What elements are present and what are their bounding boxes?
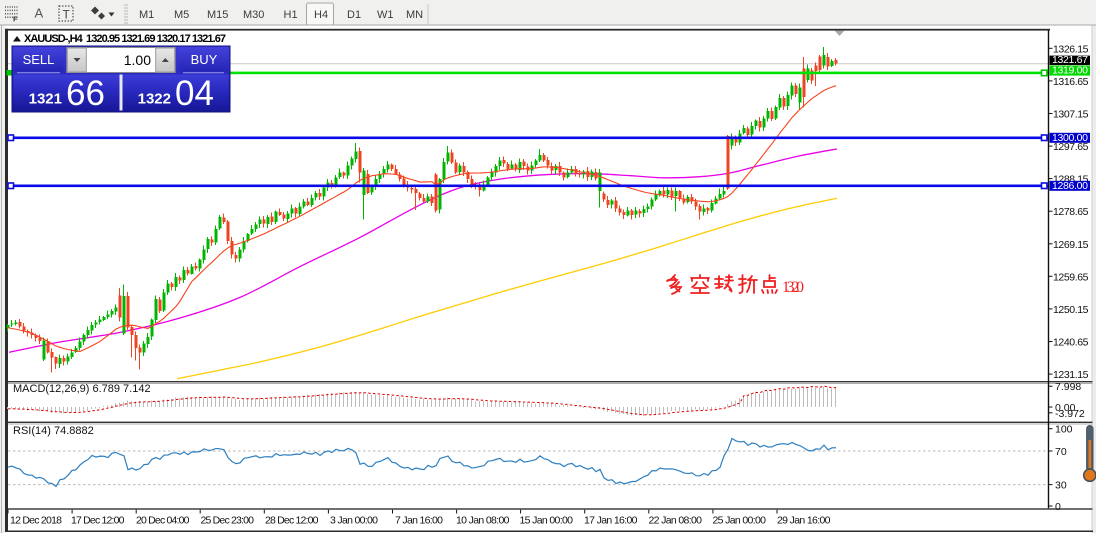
svg-text:-3.972: -3.972 — [1055, 408, 1085, 420]
svg-text:M15: M15 — [207, 9, 228, 21]
svg-text:1320: 1320 — [782, 279, 804, 296]
svg-text:1.00: 1.00 — [124, 52, 151, 68]
svg-text:0: 0 — [1055, 501, 1061, 513]
svg-text:1300.00: 1300.00 — [1052, 132, 1088, 144]
svg-text:XAUUSD-,H4 1320.95 1321.69 13: XAUUSD-,H4 1320.95 1321.69 1320.17 1321.… — [24, 33, 226, 45]
svg-text:1307.15: 1307.15 — [1053, 109, 1089, 121]
svg-text:04: 04 — [175, 74, 214, 113]
svg-text:H4: H4 — [314, 9, 328, 21]
svg-text:70: 70 — [1055, 446, 1067, 458]
svg-text:20 Dec 04:00: 20 Dec 04:00 — [136, 515, 190, 527]
svg-text:25 Jan 00:00: 25 Jan 00:00 — [713, 515, 767, 527]
svg-text:T: T — [63, 8, 71, 22]
svg-text:SELL: SELL — [23, 52, 55, 67]
svg-text:29 Jan 16:00: 29 Jan 16:00 — [777, 515, 831, 527]
svg-text:3 Jan 00:00: 3 Jan 00:00 — [330, 515, 378, 527]
svg-text:100: 100 — [1055, 424, 1073, 436]
svg-text:12 Dec 2018: 12 Dec 2018 — [10, 515, 62, 527]
svg-text:W1: W1 — [377, 9, 394, 21]
svg-text:1278.65: 1278.65 — [1053, 206, 1089, 218]
svg-text:H1: H1 — [284, 9, 298, 21]
svg-text:10 Jan 08:00: 10 Jan 08:00 — [456, 515, 510, 527]
svg-text:1250.15: 1250.15 — [1053, 304, 1089, 316]
svg-text:MACD(12,26,9) 6.789 7.142: MACD(12,26,9) 6.789 7.142 — [13, 383, 151, 395]
svg-text:RSI(14) 74.8882: RSI(14) 74.8882 — [13, 425, 94, 437]
svg-text:1297.65: 1297.65 — [1053, 141, 1089, 153]
svg-text:25 Dec 23:00: 25 Dec 23:00 — [201, 515, 255, 527]
svg-text:1231.15: 1231.15 — [1053, 369, 1089, 381]
svg-text:22 Jan 08:00: 22 Jan 08:00 — [649, 515, 703, 527]
svg-text:17 Dec 12:00: 17 Dec 12:00 — [71, 515, 125, 527]
svg-text:1259.65: 1259.65 — [1053, 271, 1089, 283]
svg-text:1286.00: 1286.00 — [1052, 180, 1088, 192]
svg-text:7.998: 7.998 — [1055, 381, 1081, 393]
svg-text:1321: 1321 — [29, 91, 62, 108]
svg-text:D1: D1 — [347, 9, 361, 21]
svg-text:28 Dec 12:00: 28 Dec 12:00 — [265, 515, 319, 527]
svg-text:7 Jan 16:00: 7 Jan 16:00 — [395, 515, 443, 527]
svg-text:A: A — [35, 6, 44, 21]
svg-text:66: 66 — [66, 74, 105, 113]
svg-text:1316.65: 1316.65 — [1053, 76, 1089, 88]
svg-text:1322: 1322 — [138, 91, 171, 108]
svg-text:1319.00: 1319.00 — [1052, 65, 1088, 77]
svg-text:1269.15: 1269.15 — [1053, 239, 1089, 251]
svg-text:30: 30 — [1055, 480, 1067, 492]
svg-text:1240.65: 1240.65 — [1053, 337, 1089, 349]
svg-text:15 Jan 00:00: 15 Jan 00:00 — [520, 515, 574, 527]
svg-text:F: F — [13, 15, 18, 24]
svg-text:17 Jan 16:00: 17 Jan 16:00 — [584, 515, 638, 527]
svg-text:M30: M30 — [243, 9, 264, 21]
svg-text:0.00: 0.00 — [1055, 402, 1076, 414]
svg-text:M1: M1 — [139, 9, 154, 21]
svg-text:M5: M5 — [174, 9, 189, 21]
svg-text:1326.15: 1326.15 — [1053, 43, 1089, 55]
svg-text:1321.67: 1321.67 — [1052, 54, 1088, 66]
svg-text:MN: MN — [406, 9, 423, 21]
svg-text:BUY: BUY — [191, 52, 218, 67]
